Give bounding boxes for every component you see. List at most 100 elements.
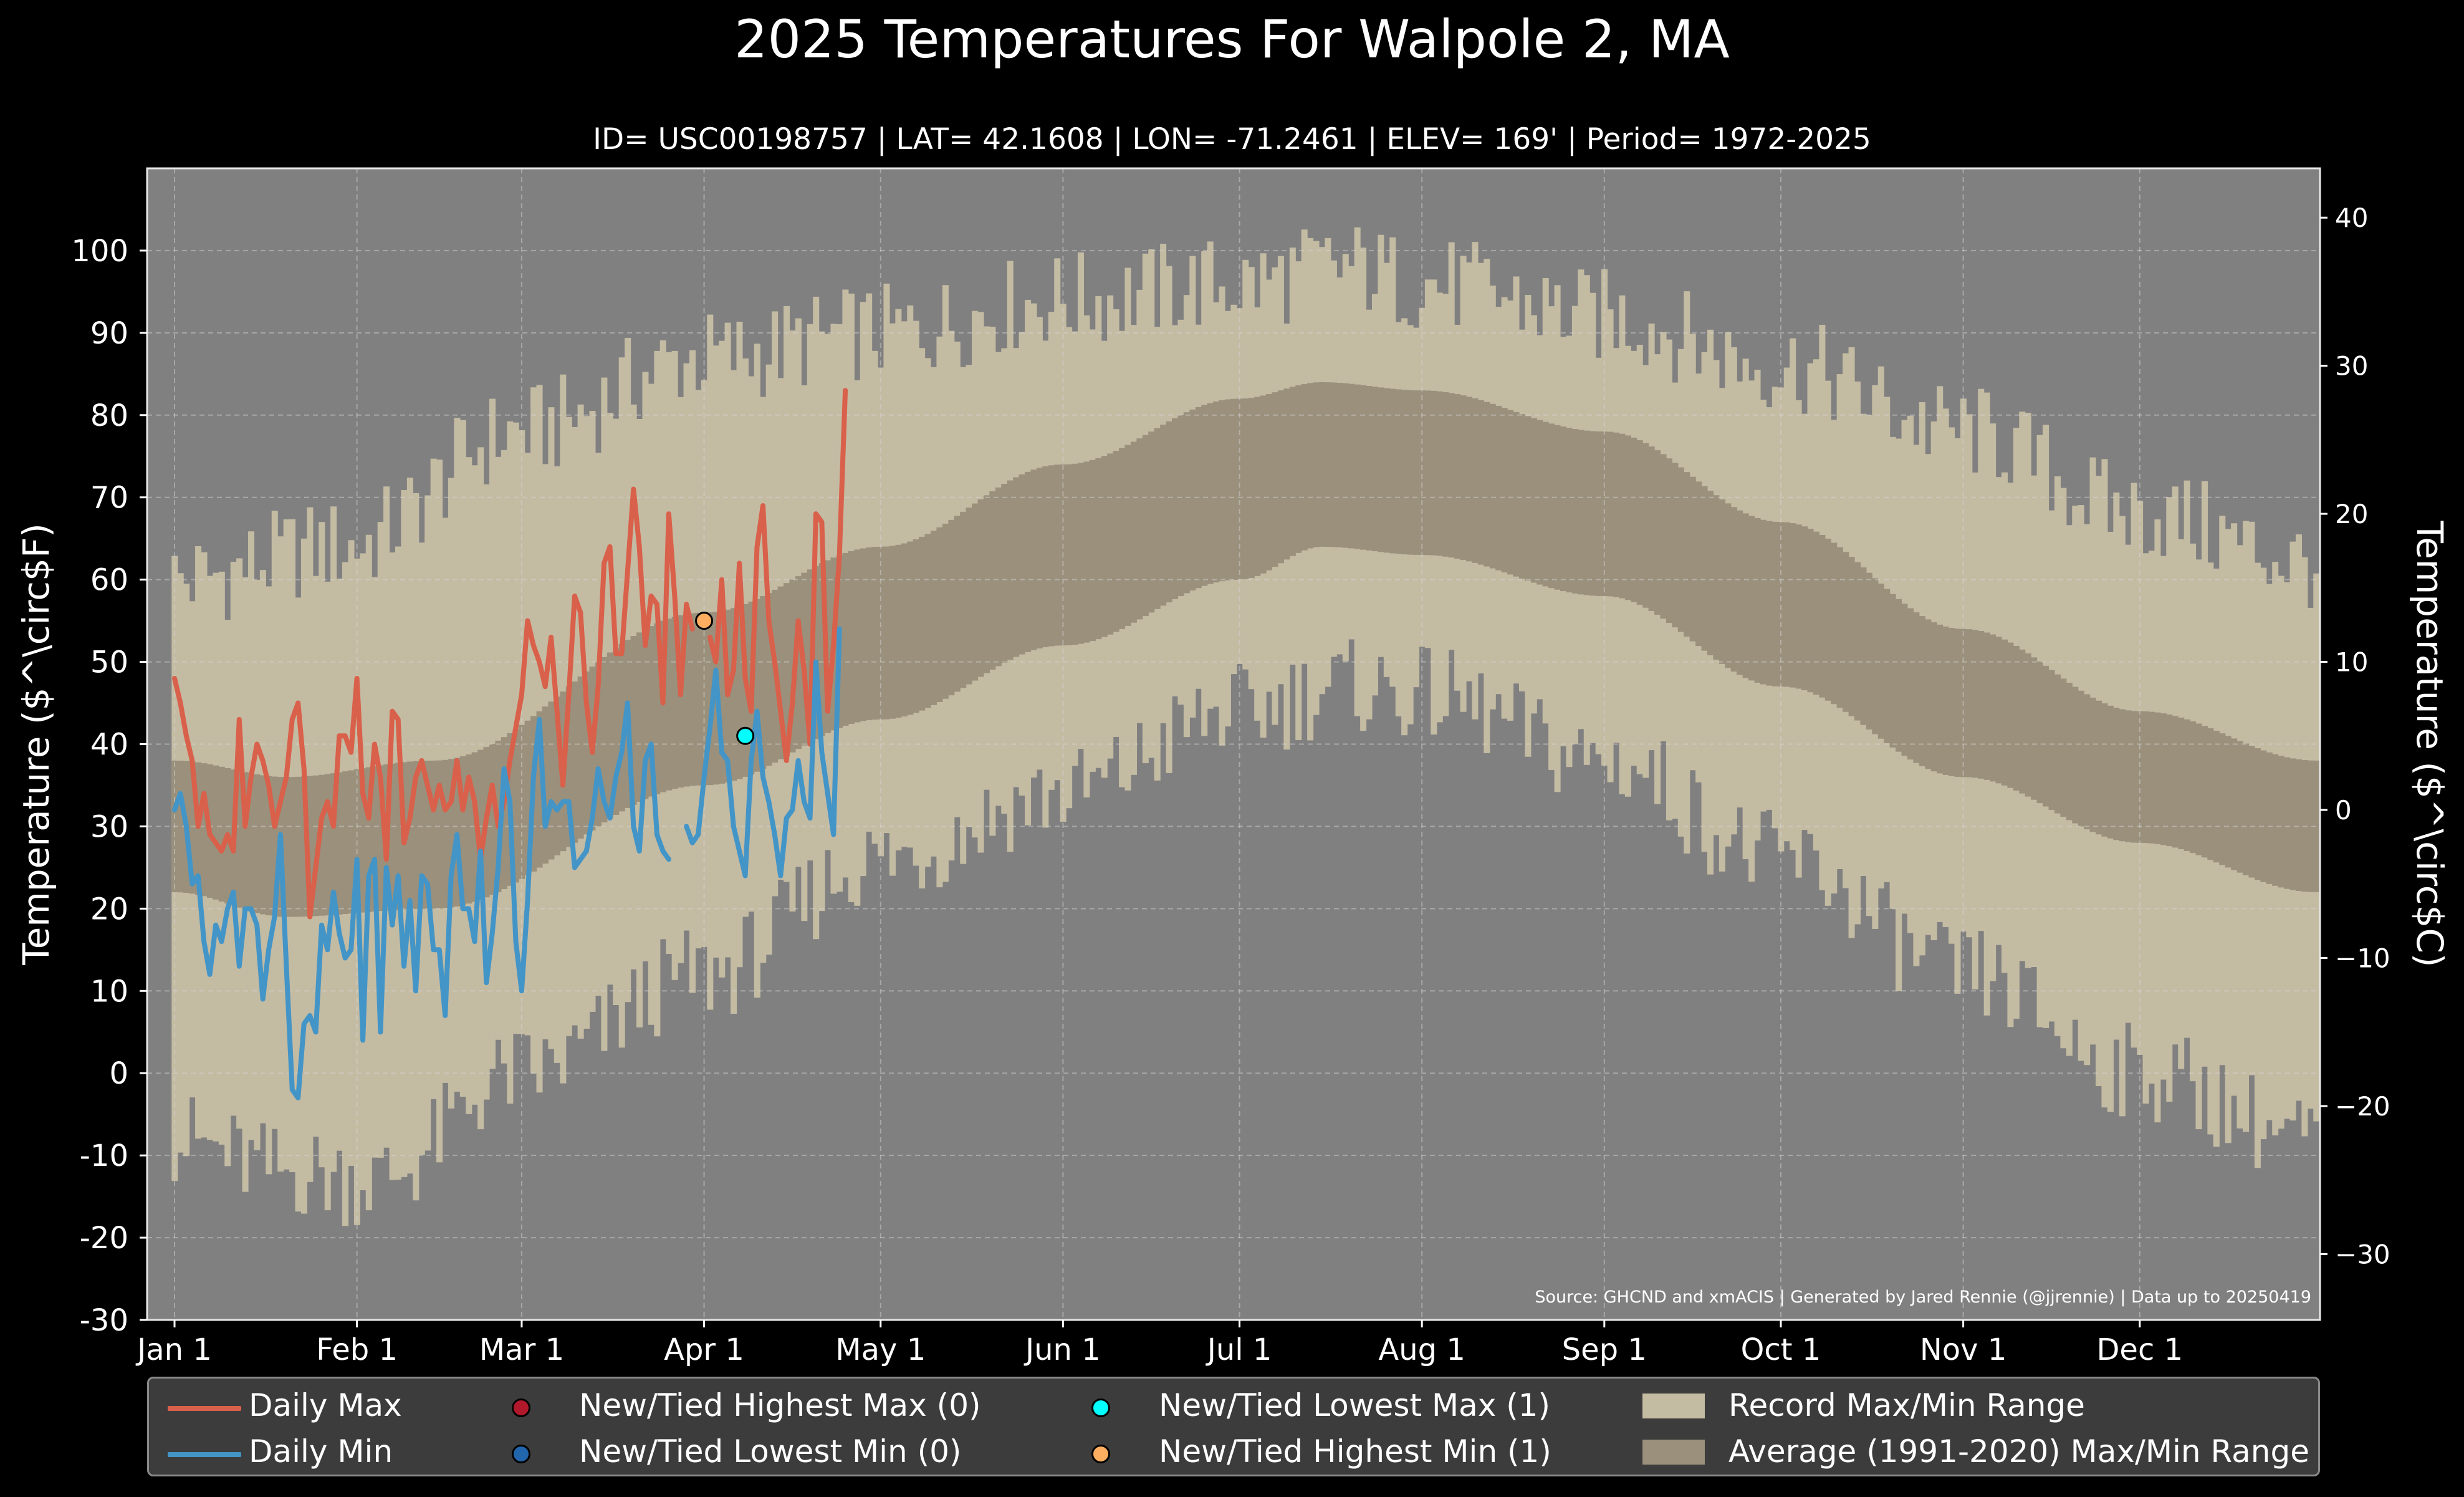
normal-range-bar xyxy=(1877,584,1884,739)
normal-range-bar xyxy=(1937,624,1944,774)
normal-range-bar xyxy=(666,619,673,791)
normal-range-bar xyxy=(1578,430,1584,595)
normal-range-bar xyxy=(1160,425,1167,606)
normal-range-bar xyxy=(2119,709,2126,842)
normal-range-bar xyxy=(1442,392,1449,557)
normal-range-bar xyxy=(1054,465,1061,646)
normal-range-bar xyxy=(648,626,654,797)
normal-range-bar xyxy=(1518,414,1525,579)
normal-range-bar xyxy=(1283,388,1290,560)
chart-title: 2025 Temperatures For Walpole 2, MA xyxy=(734,9,1730,70)
normal-range-bar xyxy=(2113,708,2120,840)
legend-lowest-max: New/Tied Lowest Max (1) xyxy=(1159,1387,1551,1423)
normal-range-bar xyxy=(2201,726,2208,858)
normal-range-bar xyxy=(613,648,620,815)
x-tick-label: Nov 1 xyxy=(1920,1332,2006,1367)
normal-range-bar xyxy=(1495,405,1502,570)
normal-range-bar xyxy=(1183,412,1190,594)
normal-range-bar xyxy=(1730,507,1737,672)
normal-range-bar xyxy=(1677,467,1684,632)
normal-range-bar xyxy=(683,614,690,787)
normal-range-bar xyxy=(1889,594,1896,748)
normal-range-bar xyxy=(1560,426,1567,592)
normal-range-bar xyxy=(924,534,931,708)
normal-range-bar xyxy=(913,539,919,713)
normal-range-bar xyxy=(1489,403,1496,569)
normal-range-bar xyxy=(336,772,343,915)
normal-range-bar xyxy=(1960,628,1967,777)
normal-range-bar xyxy=(2160,713,2167,845)
normal-range-bar xyxy=(995,487,1002,667)
normal-range-bar xyxy=(606,652,613,819)
normal-range-bar xyxy=(1230,398,1237,580)
normal-range-bar xyxy=(1177,415,1184,597)
y-tick-label: 10 xyxy=(90,974,128,1009)
normal-range-bar xyxy=(1195,407,1202,589)
normal-range-bar xyxy=(501,737,507,889)
normal-range-bar xyxy=(1548,423,1555,589)
normal-range-bar xyxy=(2260,750,2267,882)
normal-range-bar xyxy=(424,760,431,909)
normal-range-bar xyxy=(1207,403,1214,584)
normal-range-bar xyxy=(883,546,890,720)
x-tick-label: Oct 1 xyxy=(1741,1332,1821,1367)
normal-range-bar xyxy=(977,499,984,677)
normal-range-bar xyxy=(783,583,790,756)
normal-range-bar xyxy=(1224,399,1232,580)
normal-range-bar xyxy=(1248,398,1255,579)
normal-range-bar xyxy=(395,763,402,910)
normal-range-bar xyxy=(966,508,972,685)
y-tick-label: -20 xyxy=(80,1221,128,1256)
y2-tick-label: 0 xyxy=(2335,795,2352,826)
normal-range-bar xyxy=(2166,715,2173,847)
normal-range-bar xyxy=(954,516,961,692)
normal-range-bar xyxy=(907,541,914,715)
normal-range-bar xyxy=(1684,472,1690,637)
normal-range-bar xyxy=(536,711,543,868)
normal-range-bar xyxy=(1354,384,1361,549)
y-tick-label: 40 xyxy=(90,728,128,763)
normal-range-bar xyxy=(2225,736,2232,868)
normal-range-bar xyxy=(1801,526,1808,691)
normal-range-bar xyxy=(1831,542,1838,705)
y-tick-label: 0 xyxy=(109,1056,128,1091)
normal-range-bar xyxy=(1107,453,1114,635)
y2-axis-label: Temperature ($^\circ$C) xyxy=(2409,521,2451,968)
normal-range-bar xyxy=(1154,428,1161,609)
normal-range-bar xyxy=(1666,458,1672,623)
normal-range-bar xyxy=(1990,634,1997,782)
normal-range-bar xyxy=(247,773,255,912)
normal-range-bar xyxy=(1783,522,1790,687)
normal-range-bar xyxy=(1854,562,1861,721)
normal-range-bar xyxy=(719,610,726,784)
normal-range-bar xyxy=(271,776,278,917)
legend-swatch-highest-min xyxy=(1091,1445,1110,1463)
normal-range-bar xyxy=(2307,760,2314,892)
normal-range-bar xyxy=(1077,463,1085,644)
y-tick-label: 100 xyxy=(71,234,128,269)
normal-range-bar xyxy=(1713,495,1720,660)
source-note: Source: GHCND and xmACIS | Generated by … xyxy=(1535,1288,2311,1307)
legend-daily-max: Daily Max xyxy=(249,1387,402,1423)
normal-range-bar xyxy=(1613,432,1620,597)
normal-range-bar xyxy=(1748,516,1755,681)
normal-range-bar xyxy=(1513,412,1520,577)
normal-range-bar xyxy=(1113,451,1119,632)
normal-range-bar xyxy=(972,503,979,681)
normal-range-bar xyxy=(2089,697,2096,832)
y2-tick-label: 10 xyxy=(2335,647,2368,678)
normal-range-bar xyxy=(1172,418,1179,599)
normal-range-bar xyxy=(659,620,666,792)
normal-range-bar xyxy=(1954,628,1961,777)
normal-range-bar xyxy=(1824,538,1831,701)
normal-range-bar xyxy=(1636,440,1643,605)
normal-range-bar xyxy=(1236,398,1243,580)
normal-range-bar xyxy=(389,763,396,910)
normal-range-bar xyxy=(1136,438,1143,620)
y2-tick-label: 40 xyxy=(2335,203,2368,233)
normal-range-bar xyxy=(1949,628,1955,776)
x-axis: Jan 1 Feb 1 Mar 1 Apr 1 May 1 Jun 1 Jul 1 Aug 1… xyxy=(135,1320,2183,1367)
normal-range-bar xyxy=(2236,741,2243,873)
normal-range-bar xyxy=(2036,662,2043,804)
normal-range-bar xyxy=(1013,477,1020,657)
